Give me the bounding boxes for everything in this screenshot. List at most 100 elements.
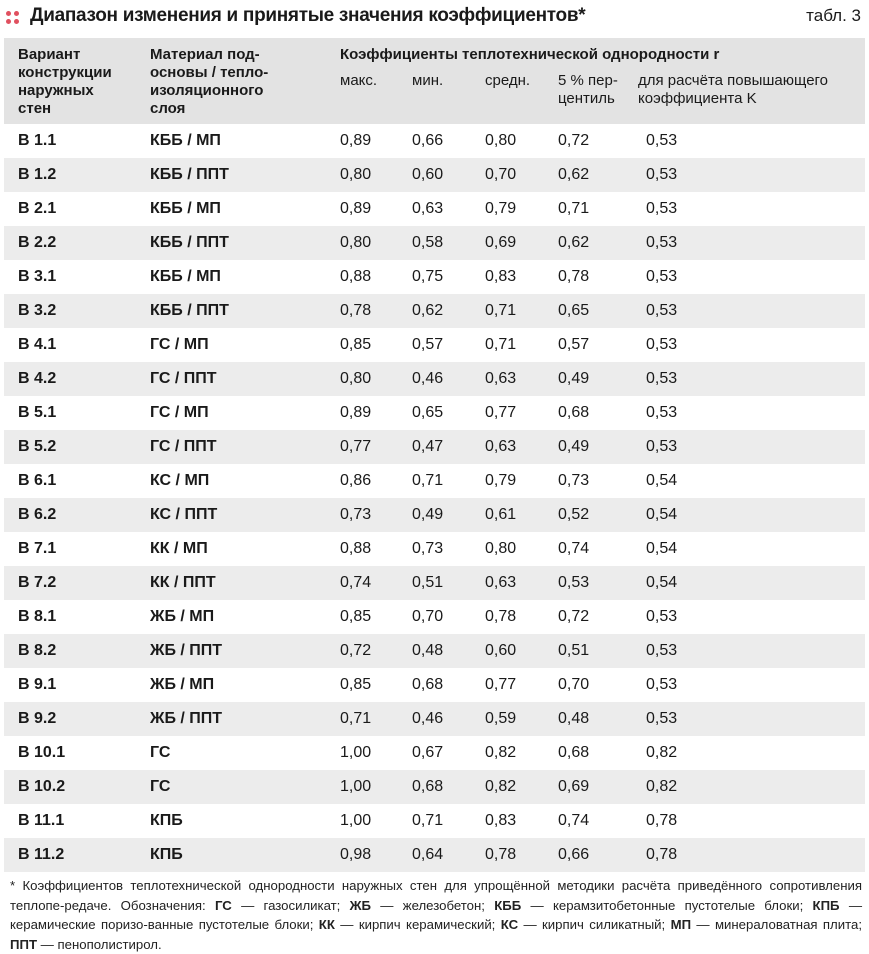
cell-variant: В 2.2 xyxy=(18,234,57,251)
footnote-abbr: МП xyxy=(670,917,692,932)
cell-material: ЖБ / ППТ xyxy=(150,642,223,659)
cell-calc: 0,53 xyxy=(646,642,678,659)
cell-calc: 0,53 xyxy=(646,438,678,455)
table-row: В 10.2 ГС 1,00 0,68 0,82 0,69 0,82 xyxy=(4,770,866,804)
cell-calc: 0,54 xyxy=(646,574,678,591)
cell-max: 0,80 xyxy=(340,370,372,387)
cell-max: 0,85 xyxy=(340,608,372,625)
cell-variant: В 9.2 xyxy=(18,710,57,727)
cell-min: 0,46 xyxy=(412,710,444,727)
footnote-abbr-text: — кирпич силикатный; xyxy=(518,917,671,932)
footnote-abbr: КК xyxy=(318,917,335,932)
cell-material: ЖБ / МП xyxy=(150,676,215,693)
header-calc: для расчёта повышающего коэффициента K xyxy=(638,72,829,107)
header-p5: 5 % пер-центиль xyxy=(558,72,618,107)
table-row: В 9.2 ЖБ / ППТ 0,71 0,46 0,59 0,48 0,53 xyxy=(4,702,866,736)
cell-calc: 0,53 xyxy=(646,336,678,353)
cell-mean: 0,71 xyxy=(485,302,517,319)
cell-material: ГС xyxy=(150,778,171,795)
cell-variant: В 3.1 xyxy=(18,268,57,285)
footnote-abbr: КС xyxy=(500,917,519,932)
cell-p5: 0,62 xyxy=(558,234,590,251)
table-row: В 6.1 КС / МП 0,86 0,71 0,79 0,73 0,54 xyxy=(4,464,866,498)
cell-min: 0,46 xyxy=(412,370,444,387)
cell-p5: 0,52 xyxy=(558,506,590,523)
table-row: В 1.2 КББ / ППТ 0,80 0,60 0,70 0,62 0,53 xyxy=(4,158,866,192)
cell-p5: 0,74 xyxy=(558,540,590,557)
cell-variant: В 4.2 xyxy=(18,370,57,387)
cell-mean: 0,80 xyxy=(485,132,517,149)
cell-p5: 0,78 xyxy=(558,268,590,285)
cell-calc: 0,54 xyxy=(646,540,678,557)
table-row: В 3.1 КББ / МП 0,88 0,75 0,83 0,78 0,53 xyxy=(4,260,866,294)
cell-min: 0,62 xyxy=(412,302,444,319)
cell-p5: 0,51 xyxy=(558,642,590,659)
footnote-abbr: КББ xyxy=(494,897,522,913)
cell-variant: В 8.1 xyxy=(18,608,57,625)
cell-mean: 0,79 xyxy=(485,472,517,489)
cell-variant: В 7.1 xyxy=(18,540,57,557)
cell-mean: 0,78 xyxy=(485,846,517,863)
footnote-abbr: ЖБ xyxy=(349,897,372,913)
cell-mean: 0,70 xyxy=(485,166,517,183)
cell-min: 0,60 xyxy=(412,166,444,183)
cell-variant: В 1.2 xyxy=(18,166,57,183)
table-header: Вариант конструкции наружных стен Матери… xyxy=(4,38,866,124)
cell-mean: 0,80 xyxy=(485,540,517,557)
cell-mean: 0,69 xyxy=(485,234,517,251)
cell-p5: 0,62 xyxy=(558,166,590,183)
table-row: В 11.2 КПБ 0,98 0,64 0,78 0,66 0,78 xyxy=(4,838,866,872)
cell-variant: В 11.1 xyxy=(18,812,65,829)
cell-variant: В 5.1 xyxy=(18,404,57,421)
cell-mean: 0,82 xyxy=(485,744,517,761)
cell-max: 0,85 xyxy=(340,336,372,353)
cell-min: 0,68 xyxy=(412,676,444,693)
cell-max: 0,89 xyxy=(340,132,372,149)
cell-material: ГС / МП xyxy=(150,404,209,421)
cell-calc: 0,53 xyxy=(646,200,678,217)
table-row: В 2.1 КББ / МП 0,89 0,63 0,79 0,71 0,53 xyxy=(4,192,866,226)
cell-material: ЖБ / МП xyxy=(150,608,215,625)
cell-min: 0,70 xyxy=(412,608,444,625)
footnote-intro: * Коэффициентов теплотехнической однород… xyxy=(10,878,862,913)
cell-max: 0,88 xyxy=(340,268,372,285)
cell-calc: 0,53 xyxy=(646,710,678,727)
table-row: В 7.1 КК / МП 0,88 0,73 0,80 0,74 0,54 xyxy=(4,532,866,566)
header-max: макс. xyxy=(340,72,378,89)
cell-calc: 0,54 xyxy=(646,506,678,523)
cell-p5: 0,73 xyxy=(558,472,590,489)
cell-mean: 0,63 xyxy=(485,574,517,591)
cell-max: 0,71 xyxy=(340,710,372,727)
cell-p5: 0,48 xyxy=(558,710,590,727)
header-mean: средн. xyxy=(485,72,531,89)
cell-mean: 0,82 xyxy=(485,778,517,795)
cell-min: 0,71 xyxy=(412,812,444,829)
cell-calc: 0,53 xyxy=(646,302,678,319)
cell-mean: 0,83 xyxy=(485,268,517,285)
cell-mean: 0,63 xyxy=(485,438,517,455)
cell-calc: 0,53 xyxy=(646,676,678,693)
cell-variant: В 6.1 xyxy=(18,472,57,489)
cell-min: 0,47 xyxy=(412,438,444,455)
cell-calc: 0,78 xyxy=(646,812,678,829)
cell-min: 0,65 xyxy=(412,404,444,421)
cell-calc: 0,54 xyxy=(646,472,678,489)
cell-calc: 0,53 xyxy=(646,132,678,149)
cell-material: ГС / ППТ xyxy=(150,370,217,387)
cell-mean: 0,63 xyxy=(485,370,517,387)
cell-mean: 0,77 xyxy=(485,404,517,421)
cell-p5: 0,49 xyxy=(558,438,590,455)
bullet-dots-icon xyxy=(6,11,20,25)
footnote-abbr-text: — керамические поризо-ванные пустотелые … xyxy=(10,897,863,933)
header-group: Коэффициенты теплотехнической однороднос… xyxy=(340,38,865,124)
cell-mean: 0,83 xyxy=(485,812,517,829)
table-row: В 10.1 ГС 1,00 0,67 0,82 0,68 0,82 xyxy=(4,736,866,770)
footnote-abbr-text: — кирпич керамический; xyxy=(334,917,501,932)
cell-p5: 0,68 xyxy=(558,404,590,421)
cell-max: 0,73 xyxy=(340,506,372,523)
table-label: табл. 3 xyxy=(806,6,861,25)
cell-max: 1,00 xyxy=(340,812,372,829)
cell-calc: 0,53 xyxy=(646,234,678,251)
cell-max: 0,89 xyxy=(340,200,372,217)
footnote-abbr-text: — керамзитобетонные пустотелые блоки; xyxy=(521,897,813,913)
